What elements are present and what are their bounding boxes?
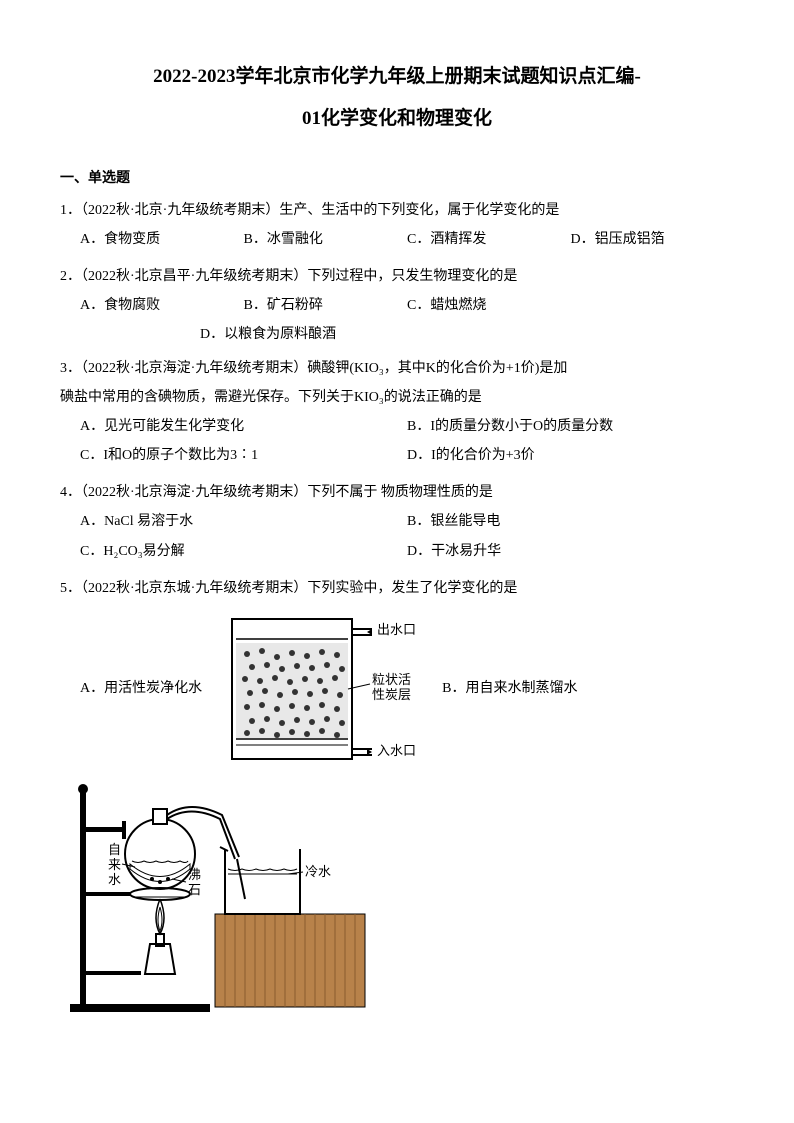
question-text: （2022秋·北京·九年级统考期末）生产、生活中的下列变化，属于化学变化的是 (81, 203, 559, 218)
option-d: D．I的化合价为+3价 (407, 443, 734, 468)
tap-water-label-2: 来 (108, 857, 121, 872)
diagram-row-1: A．用活性炭净化水 (60, 609, 734, 769)
question-stem: 3．（2022秋·北京海淀·九年级统考期末）碘酸钾(KIO₃，其中K的化合价为+… (60, 356, 734, 381)
question-2: 2．（2022秋·北京昌平·九年级统考期末）下列过程中，只发生物理变化的是 A．… (60, 264, 734, 348)
inlet-label: 入水口 (377, 743, 416, 758)
option-b: B．银丝能导电 (407, 509, 734, 534)
question-number: 3． (60, 361, 81, 376)
question-stem: 4．（2022秋·北京海淀·九年级统考期末）下列不属于 物质物理性质的是 (60, 480, 734, 505)
option-d: D．以粮食为原料酿酒 (200, 322, 734, 347)
question-3: 3．（2022秋·北京海淀·九年级统考期末）碘酸钾(KIO₃，其中K的化合价为+… (60, 356, 734, 473)
subtitle: 01化学变化和物理变化 (60, 102, 734, 136)
option-b: B．冰雪融化 (244, 227, 408, 252)
options: A．食物变质 B．冰雪融化 C．酒精挥发 D．铝压成铝箔 (60, 227, 734, 256)
option-c: C．酒精挥发 (407, 227, 571, 252)
question-number: 5． (60, 581, 81, 596)
carbon-label-2: 性炭层 (372, 687, 411, 702)
question-1: 1．（2022秋·北京·九年级统考期末）生产、生活中的下列变化，属于化学变化的是… (60, 198, 734, 256)
option-d: D．铝压成铝箔 (571, 227, 735, 252)
question-stem-line2: 碘盐中常用的含碘物质，需避光保存。下列关于KIO₃的说法正确的是 (60, 385, 734, 410)
option-b: B．I的质量分数小于O的质量分数 (407, 414, 734, 439)
option-b: B．矿石粉碎 (244, 293, 408, 318)
options: A．见光可能发生化学变化 B．I的质量分数小于O的质量分数 C．I和O的原子个数… (60, 414, 734, 472)
outlet-label: 出水口 (377, 622, 416, 637)
question-stem: 2．（2022秋·北京昌平·九年级统考期末）下列过程中，只发生物理变化的是 (60, 264, 734, 289)
question-number: 4． (60, 485, 81, 500)
carbon-filter-diagram: 出水口 粒状活 性炭层 入水口 (212, 609, 432, 769)
option-a: A．食物腐败 (80, 293, 244, 318)
option-a: A．见光可能发生化学变化 (80, 414, 407, 439)
distillation-diagram: 自 来 水 沸 石 冷水 (60, 779, 400, 1019)
section-header: 一、单选题 (60, 166, 734, 191)
question-text: （2022秋·北京东城·九年级统考期末）下列实验中，发生了化学变化的是 (81, 581, 517, 596)
question-text-line1: （2022秋·北京海淀·九年级统考期末）碘酸钾(KIO₃，其中K的化合价为+1价… (81, 361, 567, 376)
question-stem: 5．（2022秋·北京东城·九年级统考期末）下列实验中，发生了化学变化的是 (60, 576, 734, 601)
question-5: 5．（2022秋·北京东城·九年级统考期末）下列实验中，发生了化学变化的是 A．… (60, 576, 734, 1028)
cold-water-label: 冷水 (305, 864, 331, 879)
options: A．食物腐败 B．矿石粉碎 C．蜡烛燃烧 (60, 293, 734, 322)
option-d: D．干冰易升华 (407, 539, 734, 564)
option-c: C．蜡烛燃烧 (407, 293, 571, 318)
option-a: A．食物变质 (80, 227, 244, 252)
option-b: B．用自来水制蒸馏水 (442, 676, 577, 701)
tap-water-label-1: 自 (108, 842, 121, 857)
option-c: C．H₂CO₃易分解 (80, 539, 407, 564)
option-a: A．用活性炭净化水 (80, 676, 202, 701)
options: A．NaCl 易溶于水 B．银丝能导电 C．H₂CO₃易分解 D．干冰易升华 (60, 509, 734, 567)
option-d-row: D．以粮食为原料酿酒 (60, 322, 734, 347)
option-c: C．I和O的原子个数比为3∶1 (80, 443, 407, 468)
carbon-label-1: 粒状活 (372, 672, 411, 687)
tap-water-label-3: 水 (108, 872, 121, 887)
question-text: （2022秋·北京昌平·九年级统考期末）下列过程中，只发生物理变化的是 (81, 269, 517, 284)
question-stem: 1．（2022秋·北京·九年级统考期末）生产、生活中的下列变化，属于化学变化的是 (60, 198, 734, 223)
question-number: 1． (60, 203, 81, 218)
question-4: 4．（2022秋·北京海淀·九年级统考期末）下列不属于 物质物理性质的是 A．N… (60, 480, 734, 568)
option-a: A．NaCl 易溶于水 (80, 509, 407, 534)
boiling-label-2: 石 (188, 882, 201, 897)
boiling-label-1: 沸 (188, 867, 201, 882)
question-text: （2022秋·北京海淀·九年级统考期末）下列不属于 物质物理性质的是 (81, 485, 493, 500)
question-number: 2． (60, 269, 81, 284)
main-title: 2022-2023学年北京市化学九年级上册期末试题知识点汇编- (60, 60, 734, 94)
